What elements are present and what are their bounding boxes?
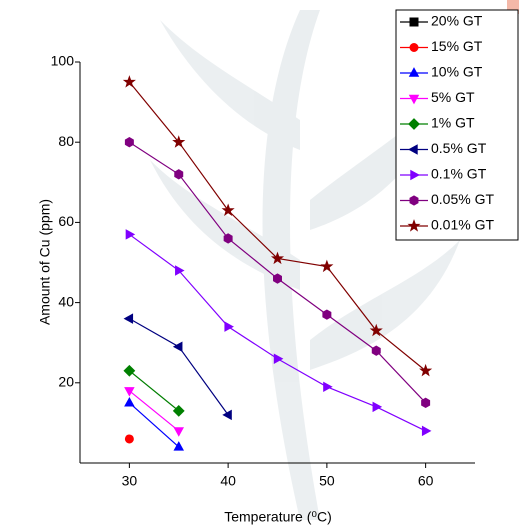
- data-point: [124, 397, 135, 407]
- legend-marker: [410, 169, 420, 181]
- data-point: [173, 441, 184, 451]
- legend-label: 20% GT: [431, 13, 483, 29]
- x-tick-label: 40: [220, 473, 236, 489]
- x-axis-label: Temperature (⁰C): [224, 509, 332, 525]
- legend-marker: [409, 17, 419, 27]
- data-point: [223, 233, 233, 244]
- data-point: [323, 381, 333, 393]
- legend-label: 10% GT: [431, 64, 483, 80]
- data-point: [124, 387, 135, 397]
- data-point: [273, 353, 284, 364]
- data-point: [123, 364, 136, 377]
- y-tick-label: 100: [51, 53, 75, 69]
- y-tick-label: 40: [58, 293, 74, 309]
- y-tick-label: 60: [58, 213, 74, 229]
- data-point: [221, 203, 235, 216]
- data-point: [124, 434, 134, 444]
- legend-marker: [409, 43, 419, 52]
- series-line: [129, 318, 229, 416]
- data-point: [421, 397, 431, 409]
- data-point: [421, 425, 432, 437]
- legend-label: 5% GT: [431, 89, 475, 105]
- legend-label: 0.5% GT: [431, 140, 487, 156]
- data-point: [419, 363, 433, 377]
- legend-marker: [407, 219, 421, 232]
- data-point: [224, 321, 234, 332]
- legend-label: 0.01% GT: [431, 217, 494, 233]
- data-point: [174, 169, 184, 180]
- legend-label: 0.1% GT: [431, 166, 487, 182]
- legend-marker: [409, 195, 419, 206]
- data-point: [371, 345, 381, 356]
- data-point: [222, 409, 232, 421]
- data-point: [273, 273, 282, 284]
- data-point: [124, 137, 134, 148]
- series-line: [128, 370, 180, 412]
- legend-marker: [408, 67, 420, 77]
- data-point: [173, 427, 184, 437]
- data-point: [322, 309, 332, 320]
- data-point: [172, 135, 186, 148]
- legend-label: 1% GT: [431, 115, 475, 131]
- series-line: [128, 390, 180, 432]
- data-point: [172, 341, 183, 352]
- y-tick-label: 20: [58, 374, 74, 390]
- legend-marker: [408, 118, 420, 130]
- data-point: [172, 404, 185, 417]
- x-tick-label: 60: [418, 473, 434, 489]
- series-line: [128, 402, 180, 448]
- data-point: [175, 265, 185, 276]
- x-tick-label: 50: [319, 473, 335, 489]
- legend-label: 15% GT: [431, 38, 483, 54]
- data-point: [125, 229, 136, 240]
- legend-label: 0.05% GT: [431, 191, 494, 207]
- data-point: [320, 259, 334, 273]
- x-tick-label: 30: [122, 473, 138, 489]
- data-point: [372, 401, 383, 413]
- y-axis-label: Amount of Cu (ppm): [37, 199, 53, 325]
- data-point: [270, 251, 285, 265]
- y-tick-label: 80: [58, 133, 74, 149]
- data-point: [123, 313, 134, 324]
- legend-marker: [408, 144, 418, 155]
- legend-marker: [408, 94, 420, 105]
- data-point: [122, 75, 136, 88]
- data-point: [369, 323, 383, 337]
